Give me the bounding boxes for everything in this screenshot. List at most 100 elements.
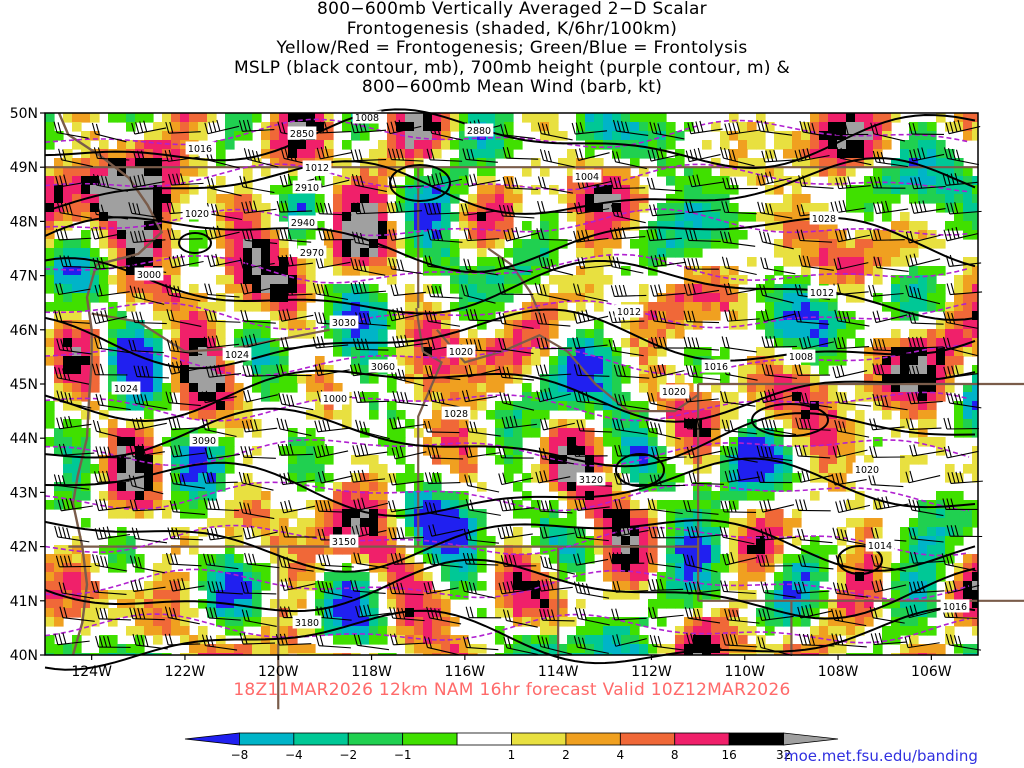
shade-cell <box>441 365 451 375</box>
shade-cell <box>558 464 568 474</box>
shade-cell <box>621 545 631 555</box>
shade-cell <box>450 248 460 258</box>
shade-cell <box>936 185 946 195</box>
shade-cell <box>468 545 478 555</box>
shade-cell <box>495 563 505 573</box>
wind-barb <box>165 283 201 302</box>
shade-cell <box>621 527 631 537</box>
shade-cell <box>720 626 730 636</box>
shade-cell <box>747 356 757 366</box>
shade-cell <box>756 644 766 654</box>
shade-cell <box>117 482 127 492</box>
shade-cell <box>126 482 136 492</box>
shade-cell <box>198 311 208 321</box>
shade-cell <box>603 122 613 132</box>
shade-cell <box>513 365 523 375</box>
shade-cell <box>225 194 235 204</box>
shade-cell <box>351 194 361 204</box>
shade-cell <box>621 221 631 231</box>
shade-cell <box>162 149 172 159</box>
shade-cell <box>135 401 145 411</box>
shade-cell <box>477 554 487 564</box>
shade-cell <box>837 644 847 654</box>
shade-cell <box>747 140 757 150</box>
shade-cell <box>45 140 55 150</box>
shade-cell <box>342 158 352 168</box>
shade-cell <box>927 284 937 294</box>
wind-barb <box>833 257 869 271</box>
wind-barb <box>943 365 979 379</box>
shade-cell <box>837 266 847 276</box>
shade-cell <box>369 176 379 186</box>
shade-cell <box>459 185 469 195</box>
shade-cell <box>963 428 973 438</box>
wind-barb <box>352 443 388 458</box>
shade-cell <box>738 293 748 303</box>
shade-cell <box>819 599 829 609</box>
shade-cell <box>936 383 946 393</box>
shade-cell <box>90 149 100 159</box>
shade-cell <box>477 248 487 258</box>
shade-cell <box>864 158 874 168</box>
shade-cell <box>567 158 577 168</box>
shade-cell <box>342 410 352 420</box>
wind-barb <box>614 444 650 457</box>
shade-cell <box>234 410 244 420</box>
shade-cell <box>477 149 487 159</box>
shade-cell <box>630 203 640 213</box>
shade-cell <box>468 230 478 240</box>
shade-cell <box>657 617 667 627</box>
shade-cell <box>972 113 978 123</box>
shade-cell <box>162 113 172 123</box>
shade-cell <box>234 626 244 636</box>
shade-cell <box>927 563 937 573</box>
shade-cell <box>594 356 604 366</box>
shade-cell <box>351 500 361 510</box>
shade-cell <box>486 383 496 393</box>
shade-cell <box>171 185 181 195</box>
shade-cell <box>558 590 568 600</box>
wind-barb <box>318 554 354 568</box>
shade-cell <box>549 590 559 600</box>
shade-cell <box>243 194 253 204</box>
shade-cell <box>675 626 685 636</box>
shade-cell <box>279 536 289 546</box>
shade-cell <box>252 374 262 384</box>
shade-cell <box>216 392 226 402</box>
shade-cell <box>63 491 73 501</box>
shade-cell <box>45 185 55 195</box>
wind-barb <box>833 336 870 350</box>
shade-cell <box>135 626 145 636</box>
shade-cell <box>423 644 433 654</box>
shade-cell <box>324 455 334 465</box>
shade-cell <box>252 203 262 213</box>
shade-cell <box>711 122 721 132</box>
shade-cell <box>369 158 379 168</box>
shade-cell <box>162 257 172 267</box>
shade-cell <box>297 257 307 267</box>
shade-cell <box>81 320 91 330</box>
shade-cell <box>711 626 721 636</box>
shade-cell <box>585 509 595 519</box>
shade-cell <box>873 437 883 447</box>
shade-cell <box>873 608 883 618</box>
shade-cell <box>729 410 739 420</box>
wind-barb <box>873 256 909 272</box>
shade-cell <box>612 473 622 483</box>
shade-cell <box>675 419 685 429</box>
shade-cell <box>243 644 253 654</box>
shade-cell <box>198 158 208 168</box>
shade-cell <box>432 302 442 312</box>
shade-cell <box>765 554 775 564</box>
shade-cell <box>495 185 505 195</box>
shade-cell <box>117 509 127 519</box>
shade-cell <box>63 347 73 357</box>
shade-cell <box>522 347 532 357</box>
shade-cell <box>495 131 505 141</box>
shade-cell <box>117 608 127 618</box>
shade-cell <box>558 455 568 465</box>
shade-cell <box>387 248 397 258</box>
chart-title: 800−600mb Vertically Averaged 2−D Scalar… <box>0 0 1024 98</box>
shade-cell <box>567 518 577 528</box>
shade-cell <box>675 536 685 546</box>
